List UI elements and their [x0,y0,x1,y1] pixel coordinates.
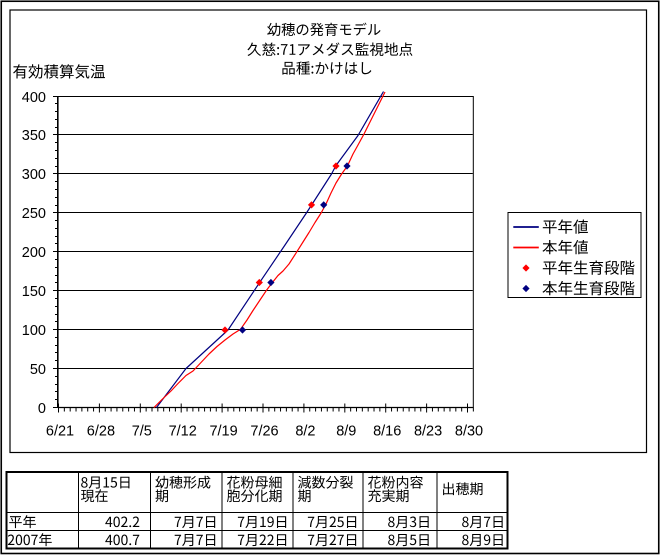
svg-text:7/26: 7/26 [250,424,278,440]
svg-text:300: 300 [22,167,46,183]
svg-text:8/16: 8/16 [373,424,401,440]
svg-text:100: 100 [22,323,46,339]
svg-text:0: 0 [38,401,46,417]
svg-text:350: 350 [22,128,46,144]
svg-text:7/19: 7/19 [209,424,237,440]
svg-text:6/28: 6/28 [87,424,115,440]
svg-text:250: 250 [22,206,46,222]
svg-text:8/30: 8/30 [455,424,483,440]
svg-text:8/2: 8/2 [295,424,315,440]
svg-text:150: 150 [22,284,46,300]
svg-text:400: 400 [22,90,46,106]
svg-text:8/23: 8/23 [414,424,442,440]
svg-text:8/9: 8/9 [336,424,356,440]
svg-text:50: 50 [30,362,46,378]
svg-text:7/5: 7/5 [132,424,152,440]
svg-text:7/12: 7/12 [169,424,197,440]
svg-text:6/21: 6/21 [46,424,74,440]
svg-text:200: 200 [22,245,46,261]
